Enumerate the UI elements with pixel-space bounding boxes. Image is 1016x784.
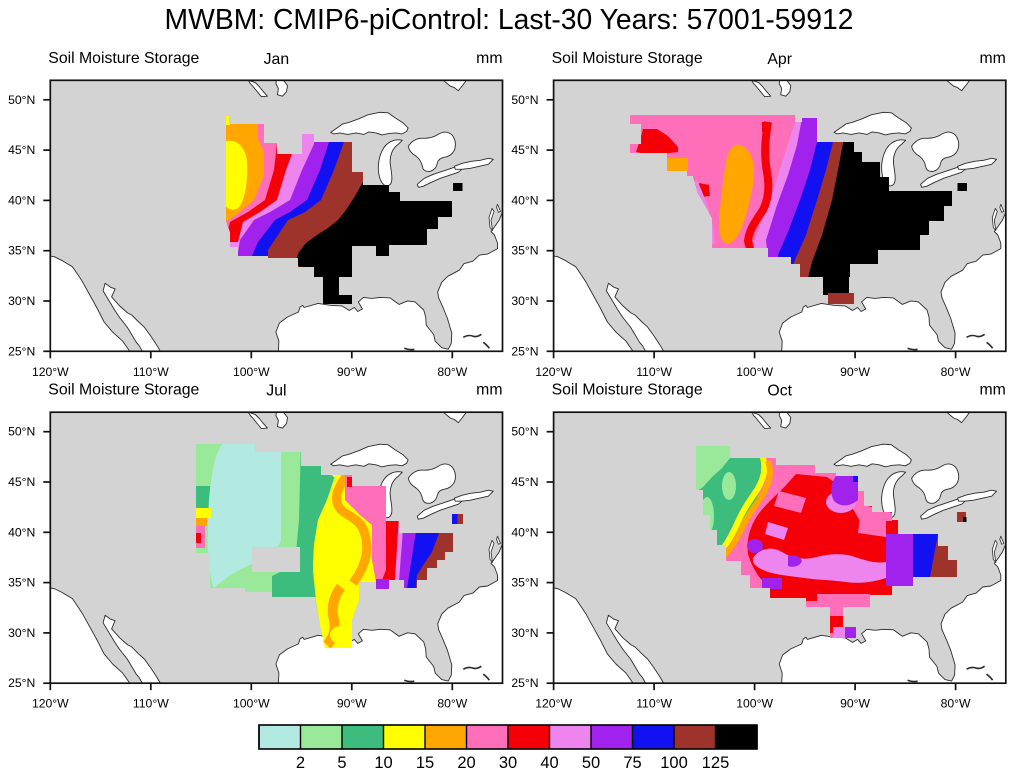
svg-text:90°W: 90°W — [337, 697, 367, 711]
svg-text:120°W: 120°W — [535, 365, 572, 379]
svg-text:40°N: 40°N — [511, 193, 538, 207]
svg-text:25°N: 25°N — [8, 676, 35, 690]
svg-text:Soil Moisture Storage: Soil Moisture Storage — [48, 382, 199, 399]
svg-text:110°W: 110°W — [133, 365, 169, 379]
svg-text:50°N: 50°N — [511, 93, 538, 107]
svg-text:45°N: 45°N — [8, 475, 35, 489]
svg-text:110°W: 110°W — [636, 697, 672, 711]
svg-text:Oct: Oct — [767, 383, 792, 400]
svg-text:45°N: 45°N — [8, 143, 35, 157]
svg-text:Jan: Jan — [264, 51, 289, 68]
svg-text:Jul: Jul — [266, 383, 286, 400]
svg-text:90°W: 90°W — [840, 697, 870, 711]
svg-text:50°N: 50°N — [8, 425, 35, 439]
svg-text:2: 2 — [296, 754, 305, 772]
svg-text:30°N: 30°N — [8, 294, 35, 308]
svg-text:MWBM: CMIP6-piControl: Last-30: MWBM: CMIP6-piControl: Last-30 Years: 57… — [165, 3, 854, 35]
svg-text:90°W: 90°W — [337, 365, 367, 379]
svg-text:120°W: 120°W — [535, 697, 572, 711]
svg-text:110°W: 110°W — [133, 697, 169, 711]
svg-text:40: 40 — [540, 754, 558, 772]
svg-text:35°N: 35°N — [511, 244, 538, 258]
svg-text:100°W: 100°W — [736, 697, 773, 711]
svg-text:40°N: 40°N — [8, 525, 35, 539]
svg-text:75: 75 — [623, 754, 641, 772]
svg-text:30°N: 30°N — [511, 626, 538, 640]
svg-text:40°N: 40°N — [511, 525, 538, 539]
svg-text:25°N: 25°N — [511, 344, 538, 358]
svg-text:5: 5 — [337, 754, 346, 772]
svg-text:45°N: 45°N — [511, 143, 538, 157]
svg-text:40°N: 40°N — [8, 193, 35, 207]
svg-text:30: 30 — [499, 754, 517, 772]
svg-text:120°W: 120°W — [32, 365, 69, 379]
svg-text:mm: mm — [476, 382, 502, 399]
svg-text:50: 50 — [582, 754, 600, 772]
svg-text:25°N: 25°N — [511, 676, 538, 690]
svg-text:Apr: Apr — [767, 51, 792, 68]
svg-text:50°N: 50°N — [511, 425, 538, 439]
svg-text:mm: mm — [979, 382, 1005, 399]
svg-text:30°N: 30°N — [511, 294, 538, 308]
svg-text:125: 125 — [702, 754, 730, 772]
svg-text:80°W: 80°W — [437, 365, 467, 379]
svg-text:30°N: 30°N — [8, 626, 35, 640]
svg-text:80°W: 80°W — [437, 697, 467, 711]
svg-text:35°N: 35°N — [8, 244, 35, 258]
svg-text:10: 10 — [374, 754, 392, 772]
svg-text:mm: mm — [979, 50, 1005, 67]
svg-text:Soil Moisture Storage: Soil Moisture Storage — [552, 50, 703, 67]
svg-text:80°W: 80°W — [941, 365, 971, 379]
svg-text:50°N: 50°N — [8, 93, 35, 107]
svg-text:20: 20 — [457, 754, 475, 772]
svg-text:Soil Moisture Storage: Soil Moisture Storage — [552, 382, 703, 399]
svg-text:35°N: 35°N — [8, 576, 35, 590]
svg-text:25°N: 25°N — [8, 344, 35, 358]
svg-text:120°W: 120°W — [32, 697, 69, 711]
svg-text:15: 15 — [416, 754, 434, 772]
svg-text:80°W: 80°W — [941, 697, 971, 711]
svg-text:100°W: 100°W — [233, 365, 270, 379]
svg-text:90°W: 90°W — [840, 365, 870, 379]
svg-text:100°W: 100°W — [233, 697, 270, 711]
svg-text:110°W: 110°W — [636, 365, 672, 379]
svg-text:Soil Moisture Storage: Soil Moisture Storage — [48, 50, 199, 67]
svg-text:100°W: 100°W — [736, 365, 773, 379]
svg-text:mm: mm — [476, 50, 502, 67]
svg-text:45°N: 45°N — [511, 475, 538, 489]
svg-text:100: 100 — [660, 754, 688, 772]
svg-text:35°N: 35°N — [511, 576, 538, 590]
